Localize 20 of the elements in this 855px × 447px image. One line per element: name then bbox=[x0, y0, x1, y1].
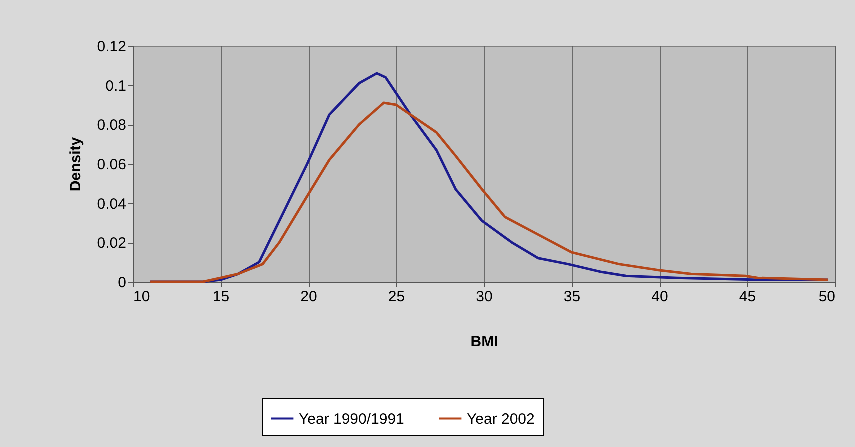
x-tick-label: 45 bbox=[739, 288, 756, 306]
x-tick-label: 10 bbox=[134, 288, 150, 306]
x-tick-label: 50 bbox=[818, 288, 836, 306]
y-tick-label: 0.02 bbox=[97, 235, 126, 252]
x-tick-label: 30 bbox=[476, 288, 493, 306]
y-tick-label: 0.1 bbox=[106, 78, 126, 95]
y-tick-label: 0.12 bbox=[97, 38, 126, 56]
x-tick-label: 35 bbox=[564, 288, 581, 306]
x-axis-title: BMI bbox=[470, 334, 498, 350]
legend-label: Year 1990/1991 bbox=[299, 410, 404, 428]
x-tick-label: 20 bbox=[300, 288, 318, 306]
legend-label: Year 2002 bbox=[467, 410, 535, 428]
x-tick-label: 40 bbox=[652, 288, 668, 306]
y-tick-label: 0 bbox=[118, 274, 126, 292]
y-tick-label: 0.06 bbox=[97, 156, 126, 174]
y-tick-label: 0.04 bbox=[97, 196, 126, 213]
y-axis-title: Density bbox=[67, 136, 84, 192]
y-tick-label: 0.08 bbox=[97, 117, 126, 134]
x-tick-label: 15 bbox=[212, 288, 230, 306]
x-tick-label: 25 bbox=[388, 288, 406, 306]
